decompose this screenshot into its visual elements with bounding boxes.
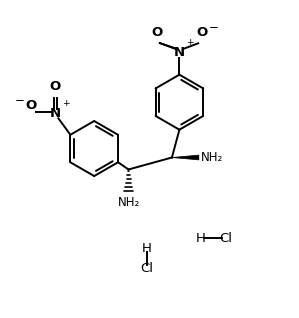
Text: H: H [195, 232, 205, 245]
Text: −: − [208, 21, 218, 34]
Text: Cl: Cl [219, 232, 232, 245]
Text: H: H [141, 242, 152, 255]
Text: O: O [196, 26, 208, 39]
Text: NH₂: NH₂ [201, 151, 223, 164]
Text: O: O [50, 80, 61, 93]
Text: NH₂: NH₂ [118, 197, 140, 209]
Polygon shape [172, 155, 199, 160]
Text: +: + [186, 38, 193, 47]
Text: −: − [15, 94, 25, 107]
Text: N: N [50, 107, 61, 120]
Text: Cl: Cl [140, 262, 153, 275]
Text: O: O [26, 99, 37, 112]
Text: O: O [151, 26, 163, 39]
Text: N: N [174, 46, 185, 59]
Text: +: + [62, 100, 69, 108]
